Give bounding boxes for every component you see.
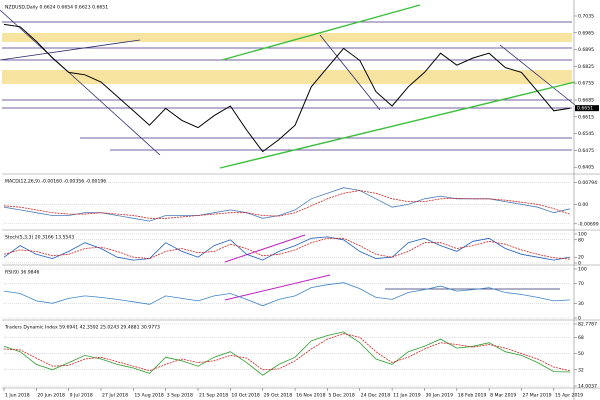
panel-title: RSI(9) 36.9846: [5, 270, 40, 276]
x-tick-label: 27 Jul 2018: [102, 393, 128, 399]
x-tick-label: 18 Feb 2019: [458, 393, 487, 399]
series-line: [3, 331, 571, 376]
x-tick-label: 8 Mar 2019: [490, 393, 516, 399]
series-line: [3, 190, 571, 219]
y-tick-label: 0.00: [578, 202, 588, 208]
series-line: [3, 282, 571, 307]
y-tick-label: 0.6405: [578, 165, 594, 171]
y-tick-label: 0.6755: [578, 81, 594, 87]
x-tick-label: 20 Jun 2018: [37, 393, 65, 399]
x-tick-label: 1 Jun 2018: [5, 393, 30, 399]
trend-line: [0, 39, 141, 61]
x-tick-label: 15 Aug 2018: [134, 393, 164, 399]
last-price-label: 0.6651: [577, 106, 593, 112]
x-tick-label: 3 Sep 2018: [167, 393, 193, 399]
trend-line: [499, 44, 576, 106]
series-line: [3, 23, 571, 153]
panel-title: MACD(12,26,9) -0.00160 -0.00356 -0.00196: [5, 179, 106, 185]
y-tick-label: 82.7787: [578, 322, 597, 328]
x-tick-label: 9 Jul 2018: [70, 393, 93, 399]
trend-line: [319, 34, 381, 111]
y-tick-label: 0.6545: [578, 131, 594, 137]
y-tick-label: 0.6965: [578, 30, 594, 36]
y-tick-label: 0.6685: [578, 98, 594, 104]
y-tick-label: 32: [578, 367, 584, 373]
trend-line: [0, 9, 161, 156]
x-tick-label: 5 Dec 2018: [328, 393, 355, 399]
zone: [2, 70, 572, 84]
y-tick-label: 0.7035: [578, 14, 594, 20]
x-tick-label: 24 Dec 2018: [361, 393, 390, 399]
y-tick-label: -0.00699: [578, 221, 599, 227]
channel-line: [219, 81, 576, 169]
x-tick-label: 30 Jan 2019: [425, 393, 453, 399]
x-tick-label: 16 Nov 2018: [296, 393, 325, 399]
y-tick-label: 0.6615: [578, 114, 594, 120]
levels: [2, 21, 572, 151]
panel-title: Traders Dynamic Index 59.6941 42.3592 25…: [4, 325, 160, 331]
y-tick-label: 20: [578, 255, 584, 261]
panel-title: Stoch(5,3,3) 20.3166 13.5543: [5, 235, 74, 241]
y-tick-label: 0.6475: [578, 148, 594, 154]
series-line: [3, 237, 571, 260]
y-tick-label: 68: [578, 335, 584, 341]
channel-line: [221, 4, 421, 61]
y-tick-label: 0.6895: [578, 47, 594, 53]
y-tick-label: 0: [578, 316, 581, 322]
x-tick-label: 27 Mar 2019: [522, 393, 551, 399]
x-tick-label: 29 Oct 2018: [264, 393, 292, 399]
panel-title: NZDUSD,Daily 0.6624 0.6654 0.6623 0.6651: [5, 5, 108, 11]
zone: [2, 33, 572, 42]
y-tick-label: 14.0037: [578, 384, 597, 390]
y-tick-label: 100: [578, 232, 587, 238]
trend-lines: [0, 9, 576, 156]
y-tick-label: 0: [578, 261, 581, 267]
y-tick-label: 0.00794: [578, 180, 597, 186]
y-tick-label: 80: [578, 237, 584, 243]
series-line: [3, 333, 571, 372]
channel-lines: [219, 4, 576, 169]
x-tick-label: 10 Oct 2018: [231, 393, 259, 399]
x-tick-label: 15 Apr 2019: [555, 393, 583, 399]
x-tick-label: 21 Sep 2018: [199, 393, 228, 399]
y-tick-label: 100: [578, 267, 587, 273]
y-tick-label: 0.6825: [578, 64, 594, 70]
x-tick-label: 11 Jan 2019: [393, 393, 421, 399]
last-price-box: [575, 105, 599, 112]
y-tick-label: 50: [578, 351, 584, 357]
y-tick-label: 30: [578, 301, 584, 307]
divergence-line: [224, 234, 306, 263]
y-tick-label: 70: [578, 281, 584, 287]
divergence-line: [224, 274, 331, 301]
